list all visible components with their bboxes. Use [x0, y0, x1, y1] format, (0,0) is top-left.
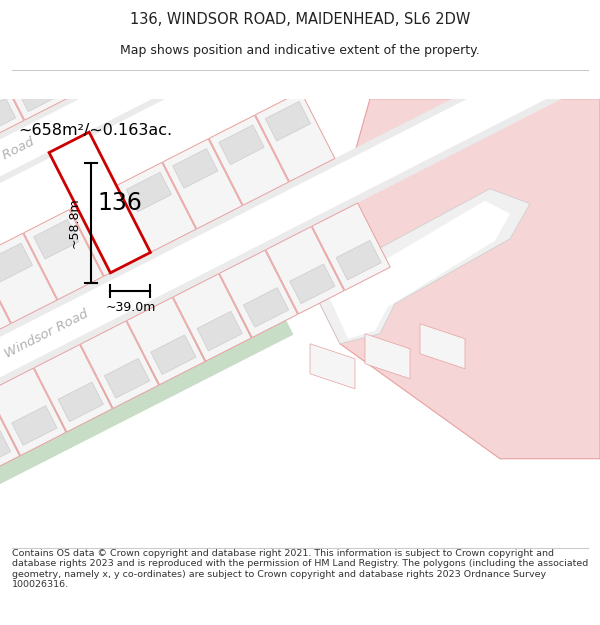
Polygon shape [290, 264, 335, 304]
Polygon shape [151, 335, 196, 374]
Polygon shape [197, 311, 242, 351]
Polygon shape [163, 139, 242, 229]
Polygon shape [0, 45, 589, 409]
Polygon shape [70, 186, 149, 276]
Polygon shape [127, 298, 205, 385]
Text: Map shows position and indicative extent of the property.: Map shows position and indicative extent… [120, 44, 480, 57]
Text: Windsor Road: Windsor Road [2, 307, 90, 361]
Polygon shape [173, 274, 251, 361]
Polygon shape [49, 132, 151, 273]
Polygon shape [330, 201, 510, 339]
Polygon shape [0, 429, 11, 469]
Polygon shape [18, 75, 62, 112]
Polygon shape [0, 39, 592, 415]
Text: Contains OS data © Crown copyright and database right 2021. This information is : Contains OS data © Crown copyright and d… [12, 549, 588, 589]
Polygon shape [0, 39, 70, 120]
Text: ~58.8m: ~58.8m [68, 198, 81, 248]
Polygon shape [80, 321, 158, 408]
Polygon shape [24, 209, 103, 299]
Polygon shape [0, 38, 207, 254]
Polygon shape [0, 368, 66, 456]
Text: 136, WINDSOR ROAD, MAIDENHEAD, SL6 2DW: 136, WINDSOR ROAD, MAIDENHEAD, SL6 2DW [130, 12, 470, 27]
Polygon shape [12, 406, 57, 445]
Polygon shape [126, 173, 172, 212]
Text: ~658m²/~0.163ac.: ~658m²/~0.163ac. [18, 123, 172, 138]
Polygon shape [315, 189, 530, 344]
Polygon shape [116, 162, 196, 252]
Polygon shape [0, 43, 205, 249]
Polygon shape [0, 392, 20, 479]
Polygon shape [266, 227, 344, 314]
Polygon shape [265, 101, 310, 141]
Polygon shape [310, 344, 355, 389]
Polygon shape [219, 125, 264, 164]
Polygon shape [365, 334, 410, 379]
Polygon shape [0, 98, 16, 135]
Polygon shape [315, 99, 600, 459]
Polygon shape [336, 241, 381, 280]
Polygon shape [209, 115, 289, 205]
Polygon shape [312, 203, 390, 290]
Polygon shape [220, 250, 298, 338]
Polygon shape [0, 62, 24, 144]
Polygon shape [80, 196, 125, 236]
Text: ~39.0m: ~39.0m [105, 301, 155, 314]
Polygon shape [256, 92, 335, 182]
Polygon shape [173, 149, 218, 188]
Polygon shape [34, 219, 79, 259]
Polygon shape [0, 233, 57, 323]
Polygon shape [104, 359, 149, 398]
Polygon shape [58, 382, 103, 422]
Polygon shape [0, 257, 11, 347]
Text: 136: 136 [98, 191, 143, 215]
Polygon shape [0, 243, 32, 282]
Polygon shape [420, 324, 465, 369]
Polygon shape [0, 303, 293, 493]
Polygon shape [244, 288, 289, 328]
Polygon shape [0, 296, 293, 493]
Text: Windsor Road: Windsor Road [0, 135, 36, 189]
Polygon shape [34, 344, 112, 432]
